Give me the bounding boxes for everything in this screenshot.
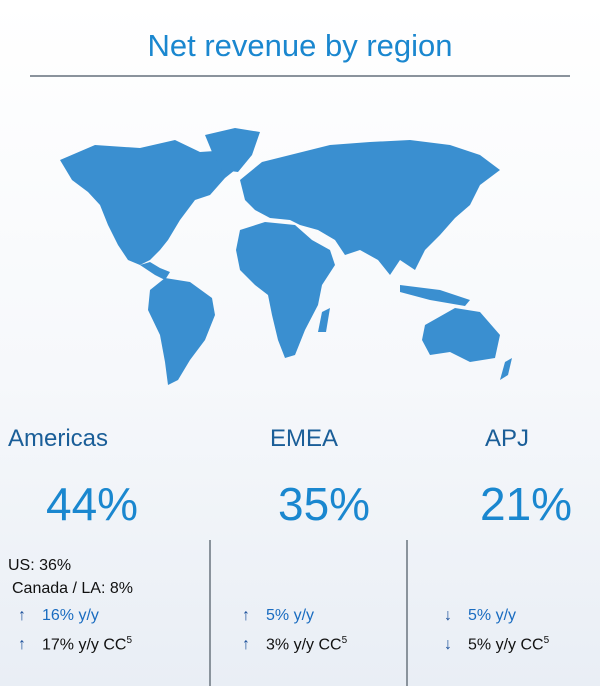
arrow: ↑: [242, 636, 250, 654]
north-america: [60, 140, 245, 265]
new-zealand: [500, 358, 512, 380]
divider: [209, 540, 211, 686]
detail: US: 36%: [8, 557, 72, 574]
region-name: APJ: [485, 425, 530, 452]
region-name: EMEA: [270, 425, 339, 452]
eurasia: [240, 140, 500, 275]
detail: Canada / LA: 8%: [12, 580, 133, 597]
growth: ↑ 5% y/y: [242, 607, 314, 625]
central-america: [140, 262, 170, 280]
footnote: 5: [126, 635, 133, 646]
growth-cc: ↑ 3% y/y CC5: [242, 635, 347, 654]
growth-cc-text: 5% y/y: [468, 636, 517, 654]
indonesia: [400, 285, 470, 306]
region-share: 35%: [278, 478, 371, 530]
region-emea: EMEA 35%: [270, 425, 370, 530]
growth-cc: ↑ 17% y/y CC5: [18, 635, 132, 654]
world-map: [60, 128, 512, 385]
madagascar: [318, 308, 330, 332]
growth-cc-text: 3% y/y: [266, 636, 315, 654]
arrow: ↓: [444, 607, 452, 624]
greenland: [205, 128, 260, 172]
title-rule: [30, 75, 570, 77]
growth: ↓ 5% y/y: [444, 607, 516, 625]
arrow: ↑: [18, 636, 26, 654]
growth-cc: ↓ 5% y/y CC5: [444, 635, 549, 654]
region-name: Americas: [8, 425, 109, 452]
australia: [422, 308, 500, 362]
divider: [406, 540, 408, 686]
title: Net revenue by region: [147, 28, 453, 63]
arrow: ↑: [242, 607, 250, 624]
region-share: 44%: [46, 478, 139, 530]
cc: CC: [520, 636, 544, 654]
region-share: 21%: [480, 478, 573, 530]
south-america: [148, 278, 215, 385]
arrow: ↓: [444, 636, 452, 654]
region-americas: Americas 44%: [8, 425, 138, 530]
growth-text: 5% y/y: [266, 607, 315, 624]
cc: CC: [103, 636, 127, 654]
cc: CC: [318, 636, 342, 654]
africa: [236, 222, 335, 358]
footnote: 5: [341, 635, 348, 646]
growth: ↑ 16% y/y: [18, 607, 99, 625]
arrow: ↑: [18, 607, 26, 624]
growth-text: 5% y/y: [468, 607, 517, 624]
region-apj: APJ 21%: [480, 425, 572, 530]
growth-text: 16% y/y: [42, 607, 99, 624]
growth-cc-text: 17% y/y: [42, 636, 99, 654]
footnote: 5: [543, 635, 550, 646]
